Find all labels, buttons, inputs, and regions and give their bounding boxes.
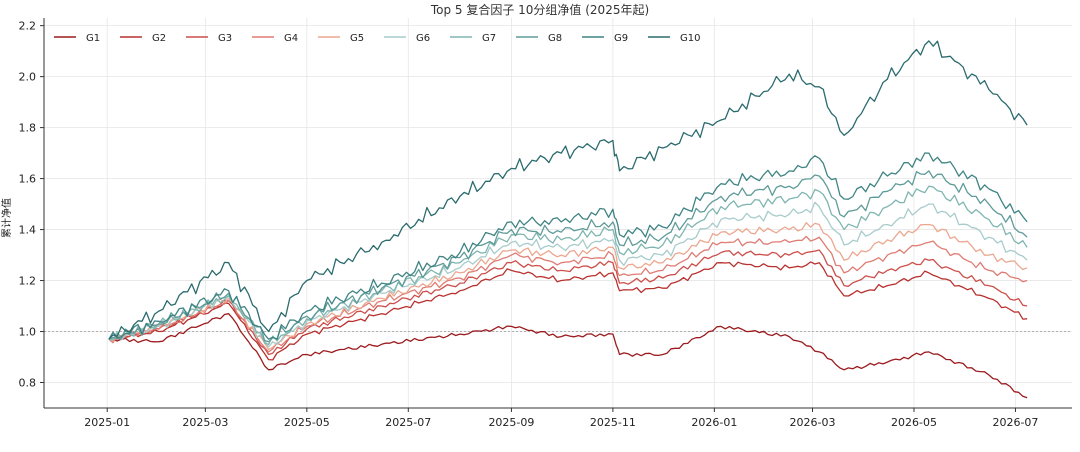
series-line-g10 — [108, 40, 1028, 340]
y-tick-label: 2.0 — [19, 71, 37, 84]
y-tick-label: 1.0 — [19, 326, 37, 339]
y-tick-label: 1.6 — [19, 173, 37, 186]
chart-title: Top 5 复合因子 10分组净值 (2025年起) — [430, 2, 649, 17]
y-axis-label: 累计净值 — [0, 198, 13, 238]
y-tick-label: 0.8 — [19, 377, 37, 390]
legend-label-g8: G8 — [548, 33, 562, 44]
legend-label-g9: G9 — [614, 33, 628, 44]
legend-label-g1: G1 — [86, 33, 100, 44]
series-line-g7 — [108, 185, 1028, 345]
series-line-g3 — [108, 249, 1028, 356]
legend-label-g7: G7 — [482, 33, 496, 44]
x-tick-label: 2025-09 — [488, 416, 534, 429]
x-tick-label: 2025-07 — [385, 416, 431, 429]
x-tick-label: 2026-07 — [992, 416, 1038, 429]
x-tick-label: 2025-05 — [284, 416, 330, 429]
series-line-g6 — [108, 201, 1028, 348]
y-tick-label: 2.2 — [19, 20, 37, 33]
x-tick-label: 2025-11 — [590, 416, 636, 429]
series-line-g1 — [108, 313, 1028, 399]
series-line-g2 — [108, 261, 1028, 361]
series-line-g8 — [108, 170, 1028, 343]
x-tick-label: 2026-03 — [790, 416, 836, 429]
x-tick-label: 2026-05 — [891, 416, 937, 429]
legend-label-g5: G5 — [350, 33, 364, 44]
legend-label-g3: G3 — [218, 33, 232, 44]
x-tick-label: 2025-03 — [182, 416, 228, 429]
legend-label-g2: G2 — [152, 33, 166, 44]
y-tick-label: 1.8 — [19, 122, 37, 135]
y-tick-label: 1.2 — [19, 275, 37, 288]
legend-label-g4: G4 — [284, 33, 298, 44]
x-tick-label: 2026-01 — [691, 416, 737, 429]
series-line-g9 — [108, 152, 1028, 340]
series-line-g4 — [108, 235, 1028, 353]
legend-label-g10: G10 — [680, 33, 700, 44]
series-line-g5 — [108, 222, 1028, 351]
x-tick-label: 2025-01 — [84, 416, 130, 429]
y-tick-label: 1.4 — [19, 224, 37, 237]
legend-label-g6: G6 — [416, 33, 430, 44]
